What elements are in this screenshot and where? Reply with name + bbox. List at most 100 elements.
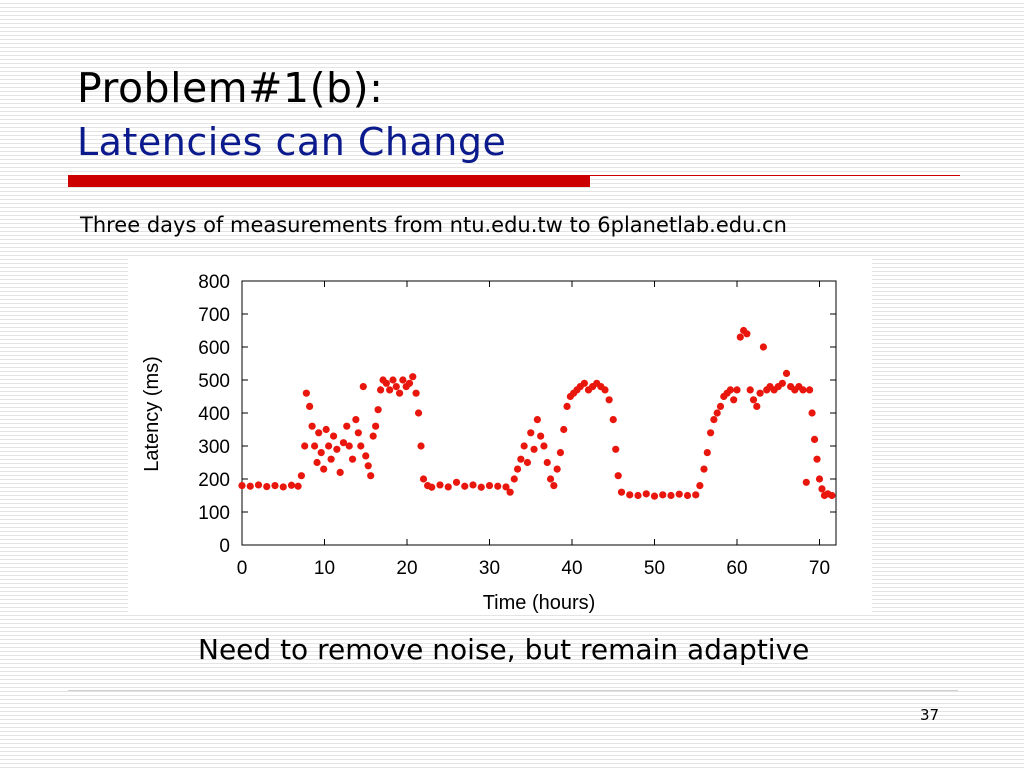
data-point — [452, 478, 461, 486]
data-point — [553, 465, 561, 473]
data-point — [810, 435, 819, 443]
data-point — [707, 429, 715, 437]
data-point — [716, 402, 725, 410]
data-point — [710, 416, 718, 424]
x-tick-label: 60 — [726, 558, 747, 579]
data-point — [743, 330, 751, 338]
data-point — [537, 432, 545, 440]
data-point — [696, 482, 704, 490]
data-point — [301, 442, 309, 450]
data-point — [517, 455, 525, 463]
data-point — [543, 458, 551, 467]
data-point — [333, 445, 341, 453]
x-tick-label: 40 — [561, 558, 582, 579]
title-accent-line — [590, 175, 960, 176]
x-tick-label: 20 — [396, 558, 417, 579]
title-accent-bar — [68, 175, 590, 187]
data-point — [494, 482, 502, 490]
plot-frame — [241, 280, 837, 546]
x-axis-label: Time (hours) — [483, 592, 596, 614]
x-tick-label: 0 — [237, 558, 248, 579]
data-point — [317, 449, 325, 457]
data-point — [246, 482, 254, 490]
data-point — [377, 386, 385, 394]
data-point — [287, 481, 296, 489]
data-point — [279, 483, 287, 491]
data-point — [563, 402, 571, 410]
data-point — [306, 402, 314, 410]
y-tick-label: 0 — [219, 536, 230, 557]
data-point — [294, 482, 302, 490]
data-point — [392, 383, 400, 391]
data-point — [642, 490, 650, 498]
data-point — [345, 442, 353, 450]
data-point — [580, 379, 588, 387]
data-point — [667, 491, 675, 500]
slide-caption: Need to remove noise, but remain adaptiv… — [198, 633, 810, 666]
y-tick-label: 200 — [198, 470, 230, 491]
data-point — [601, 386, 609, 394]
data-point — [782, 369, 791, 377]
x-tick-label: 50 — [644, 558, 665, 579]
data-point — [802, 478, 810, 486]
data-point — [510, 475, 518, 483]
y-tick-label: 700 — [198, 305, 230, 326]
data-point — [778, 379, 786, 387]
data-point — [395, 389, 404, 397]
data-point — [818, 485, 826, 493]
y-tick-label: 600 — [198, 338, 230, 359]
y-tick-label: 300 — [198, 437, 230, 458]
data-point — [348, 455, 357, 463]
data-point — [409, 373, 417, 381]
data-point — [369, 432, 377, 440]
data-point — [412, 389, 420, 397]
data-point — [322, 425, 330, 434]
footer-rule — [68, 690, 958, 691]
y-tick-label: 800 — [198, 272, 230, 293]
data-point — [808, 409, 816, 417]
data-point — [733, 386, 741, 394]
slide-subtitle: Latencies can Change — [77, 120, 507, 164]
data-point — [417, 442, 425, 450]
data-point — [414, 409, 423, 417]
data-point — [254, 481, 263, 489]
data-point — [736, 333, 744, 341]
data-point — [389, 376, 397, 384]
data-point — [626, 491, 634, 499]
data-point — [650, 492, 659, 500]
data-point — [238, 482, 246, 490]
data-point — [419, 475, 428, 483]
data-point — [325, 442, 333, 450]
data-point — [399, 376, 407, 384]
data-point — [362, 452, 370, 460]
data-point — [343, 422, 351, 430]
data-point — [513, 465, 522, 473]
data-point — [329, 432, 338, 440]
data-point — [523, 458, 532, 467]
data-point — [560, 425, 568, 434]
data-point — [749, 396, 758, 404]
data-point — [683, 491, 692, 500]
data-point — [506, 488, 514, 496]
data-point — [357, 442, 365, 450]
data-point — [297, 472, 305, 480]
data-point — [327, 455, 335, 463]
data-point — [726, 386, 735, 394]
y-tick-label: 400 — [198, 404, 230, 425]
data-point — [703, 449, 711, 457]
data-point — [436, 481, 444, 489]
data-point — [700, 465, 708, 473]
data-point — [461, 482, 469, 490]
data-point — [372, 422, 380, 430]
latency-chart: 0 100 200 300 400 500 600 700 800 0 10 20 30 40 50 60 70… — [128, 258, 872, 614]
data-point — [367, 472, 375, 480]
data-point — [659, 491, 667, 499]
data-point — [320, 465, 328, 473]
data-point — [527, 429, 535, 437]
data-point — [477, 483, 485, 491]
x-tick-label: 10 — [314, 558, 335, 579]
latency-scatter-plot: 0 100 200 300 400 500 600 700 800 0 10 20 30 40 50 60 70… — [141, 272, 837, 614]
data-point — [263, 482, 271, 491]
data-point — [605, 396, 613, 404]
data-point — [352, 416, 360, 424]
